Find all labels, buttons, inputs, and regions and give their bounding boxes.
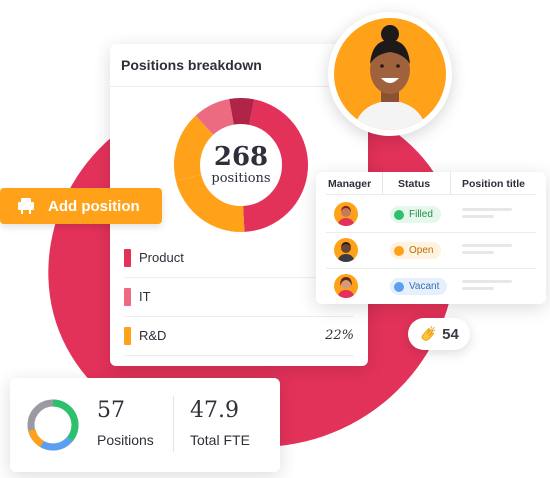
- positions-count-label: Positions: [97, 432, 154, 448]
- chair-icon: [18, 198, 34, 214]
- donut-segment-product[interactable]: [242, 99, 308, 232]
- add-position-button[interactable]: Add position: [0, 188, 162, 224]
- header-status: Status: [398, 178, 431, 190]
- donut-center: 268 positions: [174, 98, 308, 232]
- donut-segment-it[interactable]: [195, 99, 235, 136]
- status-pill: Filled: [390, 206, 441, 223]
- column-divider: [450, 172, 451, 194]
- title-placeholder: [462, 208, 512, 211]
- employee-avatar: [328, 12, 452, 136]
- status-dot: [394, 209, 404, 220]
- person-avatar-icon: [334, 238, 358, 262]
- title-placeholder: [462, 280, 512, 283]
- total-positions: 268: [213, 142, 269, 172]
- total-positions-label: positions: [211, 171, 271, 186]
- positions-table-card: Manager Status Position title Filled Ope…: [316, 172, 546, 304]
- manager-avatar[interactable]: [334, 238, 358, 262]
- legend-label: R&D: [139, 328, 167, 343]
- legend-row-product[interactable]: Product: [124, 238, 354, 278]
- total-fte-value: 47.9: [190, 398, 239, 423]
- add-position-label: Add position: [48, 197, 140, 215]
- mini-donut-chart: [27, 399, 79, 451]
- manager-avatar[interactable]: [334, 202, 358, 226]
- donut-segment-other[interactable]: [229, 98, 255, 125]
- title-placeholder: [462, 215, 494, 218]
- legend-percent: 22%: [325, 328, 354, 343]
- title-placeholder: [462, 244, 512, 247]
- clap-icon: [421, 326, 436, 341]
- stats-card: 57 Positions 47.9 Total FTE: [10, 378, 280, 472]
- status-label: Open: [409, 245, 434, 256]
- status-dot: [394, 281, 404, 292]
- legend-swatch: [124, 287, 131, 306]
- donut-segment-r&d-2[interactable]: [174, 115, 214, 181]
- status-pill: Open: [390, 242, 442, 259]
- column-divider: [382, 172, 383, 194]
- status-dot: [394, 245, 404, 256]
- positions-donut-chart: [174, 98, 308, 232]
- title-placeholder: [462, 251, 494, 254]
- clap-badge[interactable]: 54: [408, 318, 470, 350]
- legend-swatch: [124, 248, 131, 267]
- header-manager: Manager: [328, 178, 372, 190]
- legend-row-rnd[interactable]: R&D 22%: [124, 316, 354, 356]
- status-label: Vacant: [409, 281, 440, 292]
- row-divider: [326, 268, 536, 269]
- header-position-title: Position title: [462, 178, 525, 190]
- manager-avatar[interactable]: [334, 274, 358, 298]
- legend-row-it[interactable]: IT: [124, 277, 354, 317]
- donut-segment-r&d[interactable]: [175, 174, 245, 232]
- legend-swatch: [124, 326, 131, 345]
- stats-divider: [173, 396, 174, 452]
- breakdown-title: Positions breakdown: [110, 44, 368, 87]
- status-label: Filled: [409, 209, 433, 220]
- total-fte-label: Total FTE: [190, 432, 250, 448]
- legend-label: IT: [139, 289, 151, 304]
- row-divider: [326, 232, 536, 233]
- person-avatar-icon: [334, 202, 358, 226]
- legend-label: Product: [139, 250, 184, 265]
- title-placeholder: [462, 287, 494, 290]
- person-avatar-icon: [334, 274, 358, 298]
- person-portrait-icon: [334, 18, 446, 130]
- row-divider: [326, 194, 536, 195]
- positions-count: 57: [97, 398, 125, 423]
- status-pill: Vacant: [390, 278, 448, 295]
- clap-count: 54: [442, 325, 459, 343]
